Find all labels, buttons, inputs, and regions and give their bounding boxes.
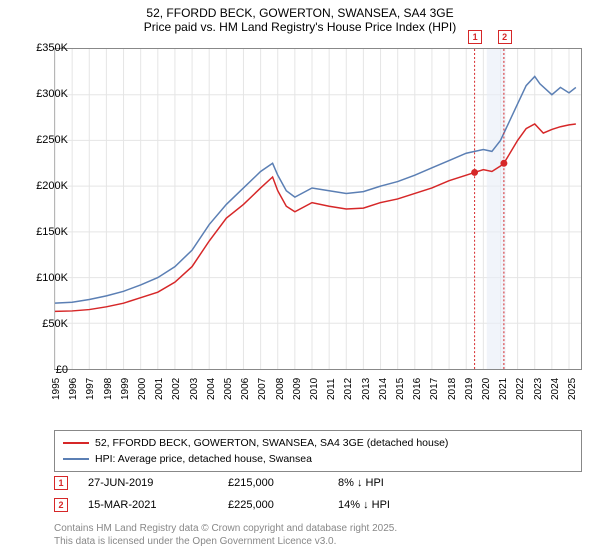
chart-tx-marker-2: 2 [498, 30, 512, 44]
x-axis-label: 2011 [326, 378, 337, 400]
transaction-rows: 1 27-JUN-2019 £215,000 8% ↓ HPI 2 15-MAR… [54, 472, 582, 516]
x-axis-label: 2007 [257, 378, 268, 400]
chart-title-address: 52, FFORDD BECK, GOWERTON, SWANSEA, SA4 … [0, 6, 600, 20]
x-axis-label: 2008 [275, 378, 286, 400]
y-axis-label: £200K [36, 180, 68, 192]
x-axis-label: 2004 [206, 378, 217, 400]
x-axis-label: 1998 [103, 378, 114, 400]
x-axis-label: 2002 [171, 378, 182, 400]
x-axis-label: 2020 [481, 378, 492, 400]
tx-date-2: 15-MAR-2021 [88, 499, 208, 511]
y-axis-label: £50K [42, 318, 68, 330]
x-axis-label: 2019 [464, 378, 475, 400]
x-axis-label: 1999 [120, 378, 131, 400]
x-axis-label: 2015 [395, 378, 406, 400]
x-axis-label: 2024 [550, 378, 561, 400]
x-axis-label: 1996 [68, 378, 79, 400]
footer-attribution: Contains HM Land Registry data © Crown c… [54, 522, 397, 548]
y-axis-label: £300K [36, 88, 68, 100]
x-axis-label: 2021 [498, 378, 509, 400]
tx-marker-2: 2 [54, 498, 68, 512]
x-axis-label: 2022 [515, 378, 526, 400]
x-axis-label: 2001 [154, 378, 165, 400]
tx-date-1: 27-JUN-2019 [88, 477, 208, 489]
tx-marker-1: 1 [54, 476, 68, 490]
y-axis-label: £100K [36, 272, 68, 284]
chart-plot-area [54, 48, 582, 370]
y-axis-label: £0 [56, 364, 68, 376]
x-axis-label: 2014 [378, 378, 389, 400]
legend: 52, FFORDD BECK, GOWERTON, SWANSEA, SA4 … [54, 430, 582, 472]
x-axis-label: 2003 [189, 378, 200, 400]
x-axis-label: 2017 [429, 378, 440, 400]
x-axis-label: 2000 [137, 378, 148, 400]
chart-tx-marker-1: 1 [468, 30, 482, 44]
x-axis-label: 2013 [361, 378, 372, 400]
legend-label-property: 52, FFORDD BECK, GOWERTON, SWANSEA, SA4 … [95, 437, 448, 449]
x-axis-label: 2006 [240, 378, 251, 400]
x-axis-label: 2012 [343, 378, 354, 400]
x-axis-label: 2025 [567, 378, 578, 400]
y-axis-label: £150K [36, 226, 68, 238]
tx-pct-2: 14% ↓ HPI [338, 499, 458, 511]
x-axis-label: 1997 [85, 378, 96, 400]
tx-price-1: £215,000 [228, 477, 318, 489]
x-axis-label: 2023 [533, 378, 544, 400]
y-axis-label: £250K [36, 134, 68, 146]
legend-label-hpi: HPI: Average price, detached house, Swan… [95, 453, 312, 465]
x-axis-label: 2005 [223, 378, 234, 400]
x-axis-label: 1995 [51, 378, 62, 400]
tx-pct-1: 8% ↓ HPI [338, 477, 458, 489]
legend-swatch-property [63, 442, 89, 444]
x-axis-label: 2010 [309, 378, 320, 400]
tx-price-2: £225,000 [228, 499, 318, 511]
x-axis-label: 2009 [292, 378, 303, 400]
x-axis-label: 2018 [447, 378, 458, 400]
x-axis-label: 2016 [412, 378, 423, 400]
legend-swatch-hpi [63, 458, 89, 460]
